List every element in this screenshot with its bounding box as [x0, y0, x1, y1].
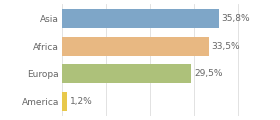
Text: 33,5%: 33,5% — [212, 42, 240, 51]
Bar — [62, 92, 67, 111]
Bar — [62, 37, 209, 56]
Text: 1,2%: 1,2% — [69, 97, 92, 106]
Bar — [62, 9, 219, 28]
Bar — [62, 64, 192, 83]
Text: 35,8%: 35,8% — [222, 14, 250, 23]
Text: 29,5%: 29,5% — [194, 69, 223, 78]
